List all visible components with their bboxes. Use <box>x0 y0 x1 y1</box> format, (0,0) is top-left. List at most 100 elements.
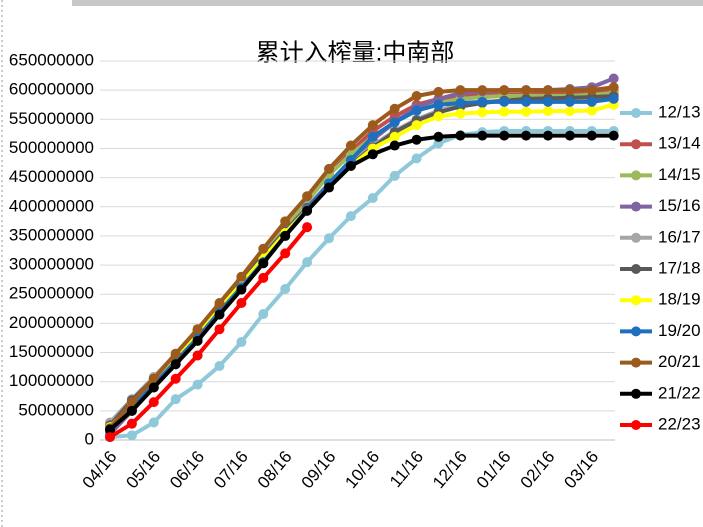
chart-title: 累计入榨量:中南部 <box>256 39 455 66</box>
data-point <box>192 324 203 335</box>
data-point <box>126 430 137 441</box>
data-point <box>258 309 269 320</box>
data-point <box>105 424 115 435</box>
data-point <box>543 130 553 141</box>
data-point <box>367 149 378 160</box>
data-point <box>608 130 619 141</box>
data-point <box>148 417 159 428</box>
data-point <box>105 432 115 443</box>
data-point <box>126 397 137 408</box>
data-point <box>280 230 291 241</box>
legend-label: 18/19 <box>658 290 701 309</box>
data-point <box>170 394 181 405</box>
data-point <box>192 350 203 361</box>
y-tick-label: 250000000 <box>9 284 94 303</box>
data-point <box>214 309 225 320</box>
data-point <box>389 140 400 151</box>
data-point <box>564 96 575 107</box>
x-tick-label: 05/16 <box>122 447 164 492</box>
data-point <box>586 130 597 141</box>
legend-label: 16/17 <box>658 227 701 246</box>
x-tick-label: 01/16 <box>473 447 515 492</box>
data-point <box>477 107 488 118</box>
y-tick-label: 400000000 <box>9 196 94 215</box>
data-point <box>433 111 444 122</box>
data-point <box>564 85 575 96</box>
data-point <box>214 324 225 335</box>
data-point <box>367 120 378 131</box>
y-tick-label: 200000000 <box>9 313 94 332</box>
data-point <box>126 405 137 416</box>
data-point <box>586 85 597 96</box>
data-point <box>170 348 181 359</box>
data-point <box>455 85 466 96</box>
legend-marker <box>631 357 641 368</box>
legend-label: 21/22 <box>658 383 701 402</box>
data-point <box>586 105 597 116</box>
data-point <box>258 243 269 254</box>
legend-label: 22/23 <box>658 414 701 433</box>
data-point <box>389 103 400 114</box>
data-point <box>521 85 532 96</box>
data-point <box>170 359 181 370</box>
legend-label: 13/14 <box>658 134 701 153</box>
data-point <box>214 360 225 371</box>
data-point <box>564 130 575 141</box>
legend-marker <box>631 232 641 243</box>
y-tick-label: 550000000 <box>9 109 94 128</box>
data-point <box>345 160 356 171</box>
data-point <box>280 248 291 259</box>
legend-marker <box>631 420 641 430</box>
data-point <box>543 106 553 117</box>
data-point <box>389 117 400 128</box>
series-line <box>108 85 614 430</box>
data-point <box>389 131 400 142</box>
data-point <box>148 397 159 408</box>
data-point <box>236 271 247 282</box>
y-tick-label: 150000000 <box>9 342 94 361</box>
data-point <box>411 120 422 131</box>
data-point <box>499 96 510 107</box>
data-point <box>433 99 444 110</box>
data-point <box>280 283 291 294</box>
legend-marker <box>631 201 641 212</box>
data-point <box>499 130 510 141</box>
legend-marker <box>631 326 641 337</box>
data-point <box>302 191 313 202</box>
x-tick-label: 04/16 <box>79 447 121 492</box>
data-point <box>455 108 466 119</box>
data-point <box>192 379 203 390</box>
series-line <box>108 91 614 431</box>
data-point <box>608 82 619 93</box>
data-point <box>543 96 553 107</box>
data-point <box>367 131 378 142</box>
data-point <box>302 205 313 216</box>
data-point <box>126 418 137 429</box>
y-tick-label: 500000000 <box>9 138 94 157</box>
series-line <box>108 133 614 432</box>
x-tick-label: 02/16 <box>517 447 559 492</box>
data-point <box>236 284 247 295</box>
data-point <box>433 131 444 142</box>
legend-marker <box>631 295 641 306</box>
data-point <box>586 96 597 107</box>
data-point <box>411 90 422 101</box>
x-tick-label: 12/16 <box>429 447 471 492</box>
legend-label: 14/15 <box>658 165 701 184</box>
y-tick-label: 300000000 <box>9 255 94 274</box>
data-point <box>258 258 269 269</box>
window-bar <box>72 0 703 6</box>
x-tick-label: 11/16 <box>386 447 427 491</box>
data-point <box>236 337 247 348</box>
legend-marker <box>631 264 641 274</box>
y-tick-label: 450000000 <box>9 167 94 186</box>
data-point <box>499 106 510 117</box>
legend-label: 19/20 <box>658 321 701 340</box>
data-point <box>477 85 488 96</box>
data-point <box>499 85 510 96</box>
data-point <box>521 106 532 117</box>
x-tick-label: 03/16 <box>560 447 602 492</box>
data-point <box>214 297 225 308</box>
